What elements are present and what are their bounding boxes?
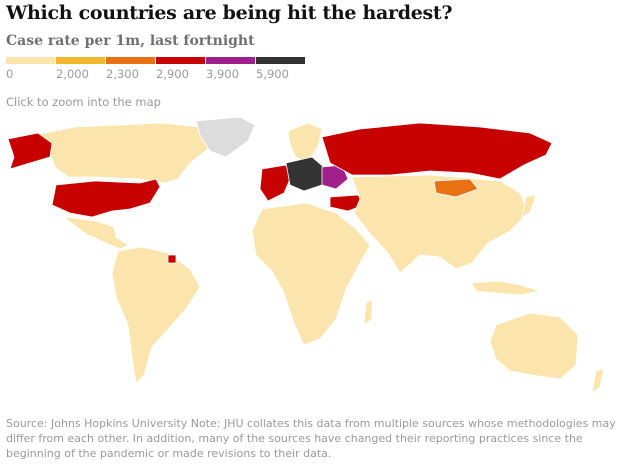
legend-swatch-2 [106, 57, 155, 64]
world-map[interactable] [0, 113, 619, 413]
legend-swatch-4 [206, 57, 255, 64]
country-mongolia[interactable] [433, 178, 479, 198]
country-scandinavia[interactable] [287, 122, 323, 164]
country-greenland[interactable] [195, 116, 256, 158]
country-canada[interactable] [35, 122, 216, 184]
country-japan[interactable] [521, 194, 537, 218]
source-note: Source: Johns Hopkins University Note: J… [6, 417, 616, 460]
chart-subtitle: Case rate per 1m, last fortnight [6, 33, 255, 49]
country-south-america[interactable] [111, 246, 201, 384]
country-new-zealand[interactable] [591, 368, 605, 394]
legend-label-2: 2,300 [106, 67, 139, 81]
legend-swatch-3 [156, 57, 205, 64]
country-madagascar[interactable] [363, 298, 373, 326]
legend-label-1: 2,000 [56, 67, 89, 81]
country-indonesia[interactable] [471, 280, 541, 296]
country-asia[interactable] [351, 174, 529, 274]
country-alaska[interactable] [7, 132, 53, 170]
legend-swatch-0 [6, 57, 55, 64]
country-australia[interactable] [489, 312, 579, 380]
country-africa[interactable] [251, 202, 371, 346]
legend-label-5: 5,900 [256, 67, 289, 81]
legend-swatch-1 [56, 57, 105, 64]
country-central-europe[interactable] [285, 156, 327, 192]
country-russia[interactable] [321, 122, 553, 180]
legend-label-0: 0 [6, 67, 14, 81]
legend-label-3: 2,900 [156, 67, 189, 81]
country-french-guiana[interactable] [167, 254, 177, 264]
legend-label-4: 3,900 [206, 67, 239, 81]
country-united-states[interactable] [51, 178, 161, 218]
zoom-hint: Click to zoom into the map [6, 95, 161, 109]
chart-title: Which countries are being hit the hardes… [6, 2, 453, 24]
legend-swatch-5 [256, 57, 305, 64]
country-mexico[interactable] [63, 216, 129, 250]
country-western-europe[interactable] [259, 164, 291, 202]
